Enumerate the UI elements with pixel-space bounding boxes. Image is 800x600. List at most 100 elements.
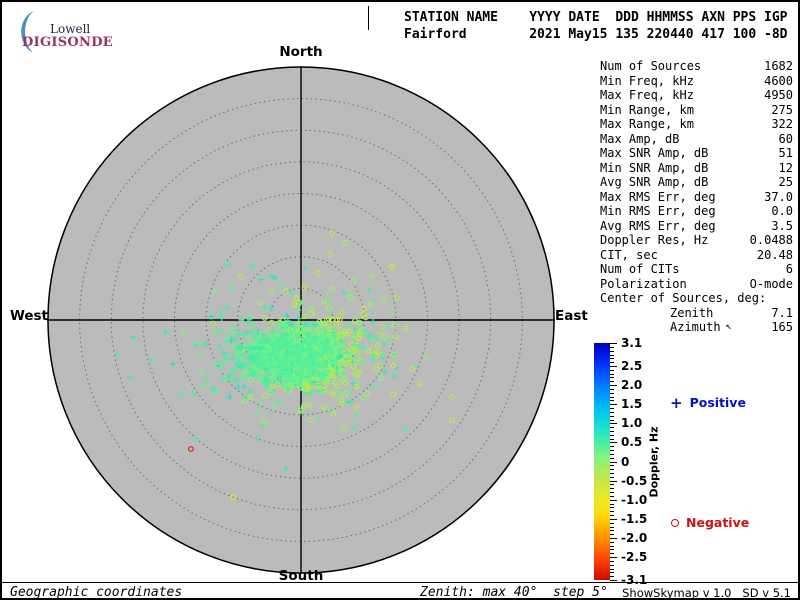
compass-north-label: North	[279, 44, 323, 60]
colorbar-tick-label: 0.5	[621, 435, 643, 450]
stat-value: 0.0	[771, 204, 793, 218]
colorbar-major-tick	[610, 480, 617, 482]
stat-label: Polarization	[600, 276, 687, 291]
colorbar-tick-label: -1.5	[621, 511, 648, 526]
plus-marker-icon: +	[670, 393, 683, 412]
stat-row: Max RMS Err, deg 37.0	[600, 190, 793, 205]
colorbar-minor-tick	[610, 446, 614, 448]
colorbar-minor-tick	[610, 350, 614, 352]
stat-row: Polarization O-mode	[600, 277, 793, 292]
legend-positive: + Positive	[670, 395, 746, 410]
colorbar-minor-tick	[610, 549, 614, 551]
stat-row: Min RMS Err, deg 0.0	[600, 204, 793, 219]
colorbar-tick-label: 1.5	[621, 397, 643, 412]
stat-value: 0.0488	[749, 233, 793, 247]
colorbar-major-tick	[610, 385, 617, 386]
colorbar-major-tick	[610, 365, 617, 367]
colorbar-minor-tick	[610, 427, 614, 429]
colorbar-major-tick	[610, 580, 617, 581]
colorbar-minor-tick	[610, 568, 614, 570]
stat-label: Min SNR Amp, dB	[600, 160, 709, 175]
stat-label: Center of Sources, deg:	[600, 291, 767, 305]
colorbar-minor-tick	[610, 434, 614, 436]
colorbar-minor-tick	[610, 526, 614, 528]
colorbar-minor-tick	[610, 484, 614, 486]
coordinates-label: Geographic coordinates	[10, 585, 183, 600]
colorbar-minor-tick	[610, 476, 614, 478]
compass-west-label: West	[9, 308, 48, 324]
stat-label: Num of CITs	[600, 262, 680, 276]
stat-label: Max RMS Err, deg	[600, 189, 716, 204]
stat-value: 51	[778, 146, 793, 160]
colorbar-minor-tick	[610, 465, 614, 467]
colorbar-minor-tick	[610, 388, 614, 390]
colorbar-minor-tick	[610, 541, 614, 543]
header-values-row: Fairford 2021 May15 135 220440 417 100 -…	[404, 27, 788, 42]
colorbar-minor-tick	[610, 576, 614, 578]
stat-row: Min SNR Amp, dB 12	[600, 161, 793, 176]
colorbar-minor-tick	[610, 553, 614, 555]
version-label: ShowSkymap v 1.0 SD v 5.1	[622, 586, 791, 600]
colorbar-minor-tick	[610, 411, 614, 413]
colorbar-major-tick	[610, 343, 617, 344]
colorbar-major-tick	[610, 442, 617, 444]
colorbar-minor-tick	[610, 511, 614, 513]
colorbar-minor-tick	[610, 469, 614, 471]
colorbar-minor-tick	[610, 495, 614, 497]
compass-east-label: East	[555, 308, 588, 324]
colorbar-tick-label: -2.0	[621, 531, 648, 545]
stat-value: 4950	[764, 88, 793, 102]
stat-row: Min Range, km 275	[600, 103, 793, 118]
logo-digisonde-text: DIGISONDE	[22, 35, 114, 50]
colorbar-minor-tick	[610, 392, 614, 394]
colorbar-minor-tick	[610, 534, 614, 536]
stat-value: O-mode	[749, 276, 793, 291]
stat-row: Max Range, km 322	[600, 117, 793, 132]
colorbar-minor-tick	[610, 450, 614, 451]
stat-row: Min Freq, kHz 4600	[600, 74, 793, 89]
stat-label: Zenith	[670, 305, 714, 320]
colorbar-minor-tick	[610, 515, 614, 516]
stat-value: 60	[778, 131, 793, 146]
stat-label: Avg SNR Amp, dB	[600, 175, 709, 189]
stat-label: Azimuth	[670, 320, 721, 334]
colorbar-tick-label: 1.0	[621, 416, 643, 431]
colorbar-minor-tick	[610, 560, 614, 562]
stat-label: CIT, sec	[600, 247, 658, 262]
azimuth-arrow-icon: ↖	[725, 321, 732, 332]
stat-value: 7.1	[771, 305, 793, 320]
stat-row: Azimuth ↖ 165	[600, 320, 793, 335]
compass-south-label: South	[278, 568, 324, 584]
stat-row: Center of Sources, deg:	[600, 291, 793, 306]
stat-row: Max Amp, dB 60	[600, 132, 793, 147]
zenith-range-label: Zenith: max 40° step 5°	[420, 585, 608, 600]
colorbar-tick-label: 3.1	[621, 336, 643, 350]
colorbar-minor-tick	[610, 415, 614, 417]
stat-row: Avg RMS Err, deg 3.5	[600, 219, 793, 234]
stat-row: Max Freq, kHz 4950	[600, 88, 793, 103]
colorbar-minor-tick	[610, 503, 614, 505]
colorbar-minor-tick	[610, 354, 614, 356]
legend-positive-label: Positive	[689, 395, 746, 410]
colorbar-major-tick	[610, 423, 617, 425]
stat-row: Num of Sources 1682	[600, 59, 793, 74]
colorbar-minor-tick	[610, 530, 614, 532]
colorbar-major-tick	[610, 404, 617, 406]
colorbar-minor-tick	[610, 545, 614, 547]
stat-value: 322	[771, 117, 793, 131]
stat-row: Avg SNR Amp, dB 25	[600, 175, 793, 190]
colorbar-tick-label: 2.0	[621, 378, 643, 392]
stat-row: Doppler Res, Hz 0.0488	[600, 233, 793, 248]
stat-value: 165	[771, 320, 793, 334]
colorbar-minor-tick	[610, 369, 614, 371]
header-separator	[368, 6, 369, 30]
stat-value: 6	[785, 262, 793, 276]
stats-panel: Num of Sources 1682 Min Freq, kHz 4600 Max F…	[600, 59, 793, 335]
colorbar-minor-tick	[610, 457, 614, 459]
header-columns-row: STATION NAME YYYY DATE DDD HHMMSS AXN PP…	[404, 10, 788, 25]
stat-row: Max SNR Amp, dB 51	[600, 146, 793, 161]
footer-separator	[2, 582, 798, 583]
colorbar-tick-label: -1.0	[621, 492, 648, 507]
